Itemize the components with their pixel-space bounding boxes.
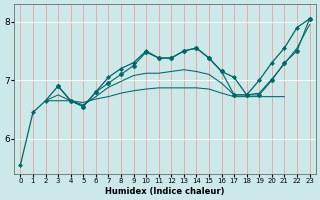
X-axis label: Humidex (Indice chaleur): Humidex (Indice chaleur) bbox=[105, 187, 225, 196]
